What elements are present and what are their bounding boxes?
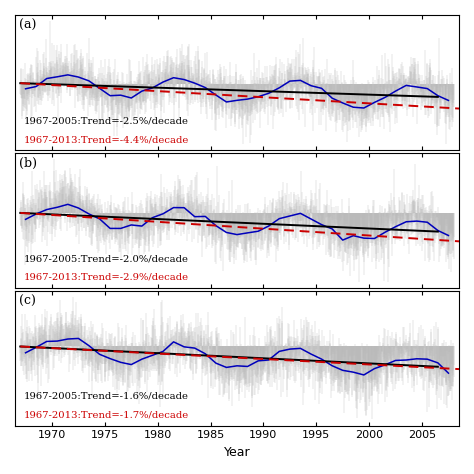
- Text: 1967-2005:Trend=-2.5%/decade: 1967-2005:Trend=-2.5%/decade: [24, 116, 189, 125]
- Text: (a): (a): [19, 19, 37, 32]
- Text: (c): (c): [19, 295, 36, 308]
- Text: 1967-2005:Trend=-2.0%/decade: 1967-2005:Trend=-2.0%/decade: [24, 254, 189, 263]
- Text: 1967-2005:Trend=-1.6%/decade: 1967-2005:Trend=-1.6%/decade: [24, 392, 189, 401]
- X-axis label: Year: Year: [224, 446, 250, 459]
- Text: 1967-2013:Trend=-1.7%/decade: 1967-2013:Trend=-1.7%/decade: [24, 411, 189, 420]
- Text: 1967-2013:Trend=-2.9%/decade: 1967-2013:Trend=-2.9%/decade: [24, 273, 189, 282]
- Text: (b): (b): [19, 157, 37, 170]
- Text: 1967-2013:Trend=-4.4%/decade: 1967-2013:Trend=-4.4%/decade: [24, 135, 189, 144]
